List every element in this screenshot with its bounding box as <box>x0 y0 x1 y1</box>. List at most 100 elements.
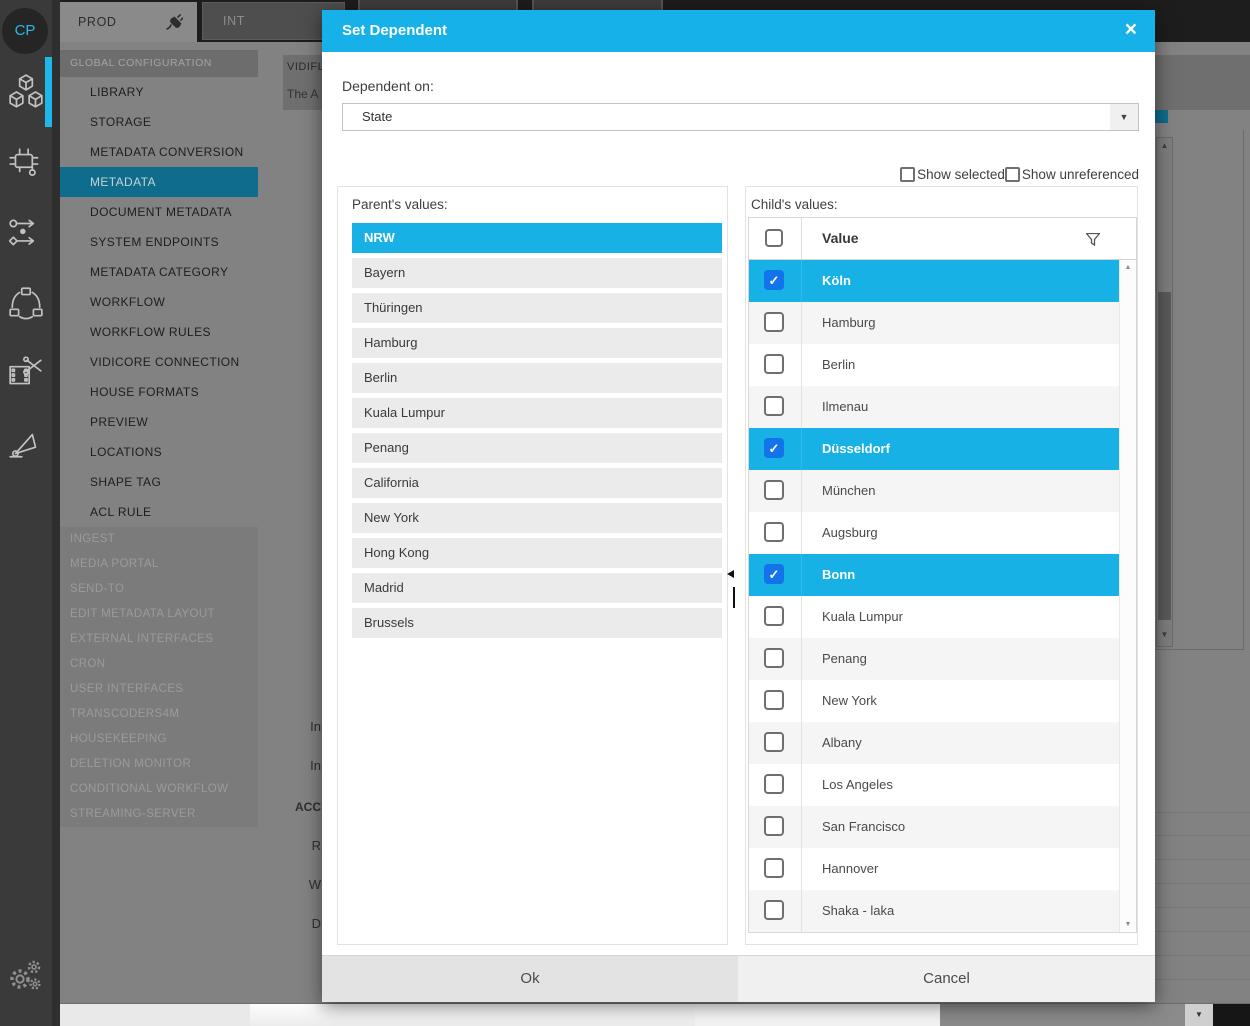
settings-gears-icon[interactable] <box>6 955 46 997</box>
menu-item-house-formats[interactable]: HOUSE FORMATS <box>90 385 199 399</box>
row-checkbox[interactable]: ✓ <box>764 270 784 290</box>
child-value-row[interactable]: New York <box>749 680 1136 722</box>
select-all-checkbox[interactable] <box>765 229 783 247</box>
media-scissors-icon[interactable] <box>7 354 45 392</box>
child-value-row[interactable]: Hannover <box>749 848 1136 890</box>
child-value-row[interactable]: Penang <box>749 638 1136 680</box>
parent-value-item[interactable]: California <box>352 468 722 498</box>
chevron-down-icon[interactable]: ▼ <box>1110 104 1138 130</box>
row-checkbox[interactable] <box>764 396 784 416</box>
child-value-row[interactable]: Kuala Lumpur <box>749 596 1136 638</box>
child-value-row[interactable]: ✓ Düsseldorf <box>749 428 1136 470</box>
filter-options-row: Show selected Show unreferenced <box>900 167 1139 182</box>
row-checkbox[interactable] <box>764 774 784 794</box>
parent-value-item[interactable]: Hong Kong <box>352 538 722 568</box>
tab-prod[interactable]: PROD <box>58 2 197 42</box>
menu-item-vidicore-connection[interactable]: VIDICORE CONNECTION <box>90 355 240 369</box>
parent-value-item[interactable]: Thüringen <box>352 293 722 323</box>
parent-value-item[interactable]: Hamburg <box>352 328 722 358</box>
cluster-icon[interactable] <box>7 284 45 322</box>
child-value-row[interactable]: Ilmenau <box>749 386 1136 428</box>
row-checkbox[interactable]: ✓ <box>764 564 784 584</box>
child-value-row[interactable]: ✓ Bonn <box>749 554 1136 596</box>
bottom-dropdown-button[interactable]: ▼ <box>1185 1004 1213 1026</box>
menu-item-acl-rule[interactable]: ACL RULE <box>90 505 152 519</box>
parent-value-item[interactable]: Bayern <box>352 258 722 288</box>
row-checkbox[interactable] <box>764 312 784 332</box>
row-checkbox[interactable] <box>764 690 784 710</box>
menu-item-shape-tag[interactable]: SHAPE TAG <box>90 475 162 489</box>
menu-item-conditional-workflow[interactable]: CONDITIONAL WORKFLOW <box>70 783 229 795</box>
parent-value-item[interactable]: Berlin <box>352 363 722 393</box>
parent-value-item[interactable]: Kuala Lumpur <box>352 398 722 428</box>
app-logo[interactable]: CP <box>2 8 48 54</box>
parent-value-item[interactable]: New York <box>352 503 722 533</box>
menu-item-metadata[interactable]: METADATA <box>60 167 258 197</box>
parent-value-item[interactable]: NRW <box>352 223 722 253</box>
row-value: Bonn <box>822 567 856 582</box>
row-checkbox[interactable] <box>764 354 784 374</box>
workflow-arrows-icon[interactable] <box>7 214 45 252</box>
menu-item-cron[interactable]: CRON <box>70 658 106 670</box>
dependent-on-select[interactable]: State ▼ <box>342 103 1139 131</box>
child-value-row[interactable]: Berlin <box>749 344 1136 386</box>
table-scrollbar[interactable]: ▲ ▼ <box>1119 260 1136 932</box>
menu-item-media-portal[interactable]: MEDIA PORTAL <box>70 558 159 570</box>
tab-int[interactable]: INT <box>202 2 345 40</box>
menu-item-ingest[interactable]: INGEST <box>70 533 116 545</box>
assets-cubes-icon[interactable] <box>7 73 45 111</box>
menu-item-system-endpoints[interactable]: SYSTEM ENDPOINTS <box>90 235 220 249</box>
row-checkbox[interactable] <box>764 816 784 836</box>
menu-item-storage[interactable]: STORAGE <box>90 115 152 129</box>
child-value-row[interactable]: San Francisco <box>749 806 1136 848</box>
background-scroll-up-arrow[interactable]: ▲ <box>1160 141 1169 150</box>
row-checkbox[interactable]: ✓ <box>764 438 784 458</box>
ok-button[interactable]: Ok <box>322 956 738 1002</box>
parent-value-item[interactable]: Penang <box>352 433 722 463</box>
row-checkbox[interactable] <box>764 606 784 626</box>
menu-item-locations[interactable]: LOCATIONS <box>90 445 163 459</box>
menu-item-library[interactable]: LIBRARY <box>90 85 144 99</box>
vector-flag-icon[interactable] <box>7 424 45 462</box>
menu-item-edit-metadata-layout[interactable]: EDIT METADATA LAYOUT <box>70 608 215 620</box>
row-checkbox[interactable] <box>764 732 784 752</box>
menu-item-preview[interactable]: PREVIEW <box>90 415 149 429</box>
row-checkbox[interactable] <box>764 858 784 878</box>
menu-item-external-interfaces[interactable]: EXTERNAL INTERFACES <box>70 633 214 645</box>
menu-item-document-metadata[interactable]: DOCUMENT METADATA <box>90 205 232 219</box>
menu-item-metadata-conversion[interactable]: METADATA CONVERSION <box>90 145 244 159</box>
scroll-down-arrow[interactable]: ▼ <box>1124 921 1132 928</box>
row-checkbox[interactable] <box>764 900 784 920</box>
child-value-row[interactable]: Augsburg <box>749 512 1136 554</box>
menu-item-metadata-category[interactable]: METADATA CATEGORY <box>90 265 229 279</box>
menu-item-streaming-server[interactable]: STREAMING-SERVER <box>70 808 196 820</box>
menu-item-transcoders4m[interactable]: TRANSCODERS4M <box>70 708 180 720</box>
child-value-row[interactable]: München <box>749 470 1136 512</box>
child-value-row[interactable]: Hamburg <box>749 302 1136 344</box>
automation-icon[interactable] <box>7 144 45 182</box>
child-value-row[interactable]: Shaka - laka <box>749 890 1136 932</box>
show-unreferenced-checkbox[interactable] <box>1004 167 1020 182</box>
parent-value-item[interactable]: Brussels <box>352 608 722 638</box>
menu-item-send-to[interactable]: SEND-TO <box>70 583 125 595</box>
filter-funnel-icon[interactable] <box>1086 233 1100 246</box>
show-selected-checkbox[interactable] <box>900 167 916 182</box>
menu-item-deletion-monitor[interactable]: DELETION MONITOR <box>70 758 192 770</box>
menu-item-workflow-rules[interactable]: WORKFLOW RULES <box>90 325 211 339</box>
background-scrollbar-thumb[interactable] <box>1158 292 1171 620</box>
close-icon[interactable]: × <box>1124 18 1137 41</box>
menu-item-housekeeping[interactable]: HOUSEKEEPING <box>70 733 167 745</box>
menu-item-workflow[interactable]: WORKFLOW <box>90 295 166 309</box>
menu-item-user-interfaces[interactable]: USER INTERFACES <box>70 683 184 695</box>
cancel-button[interactable]: Cancel <box>738 956 1155 1002</box>
child-value-row[interactable]: Los Angeles <box>749 764 1136 806</box>
child-value-row[interactable]: Albany <box>749 722 1136 764</box>
row-checkbox[interactable] <box>764 648 784 668</box>
row-checkbox[interactable] <box>764 480 784 500</box>
scroll-up-arrow[interactable]: ▲ <box>1124 264 1132 271</box>
background-scroll-down-arrow[interactable]: ▼ <box>1160 630 1169 639</box>
row-checkbox[interactable] <box>764 522 784 542</box>
parent-value-item[interactable]: Madrid <box>352 573 722 603</box>
row-checkbox-cell: ✓ <box>749 554 802 596</box>
child-value-row[interactable]: ✓ Köln <box>749 260 1136 302</box>
